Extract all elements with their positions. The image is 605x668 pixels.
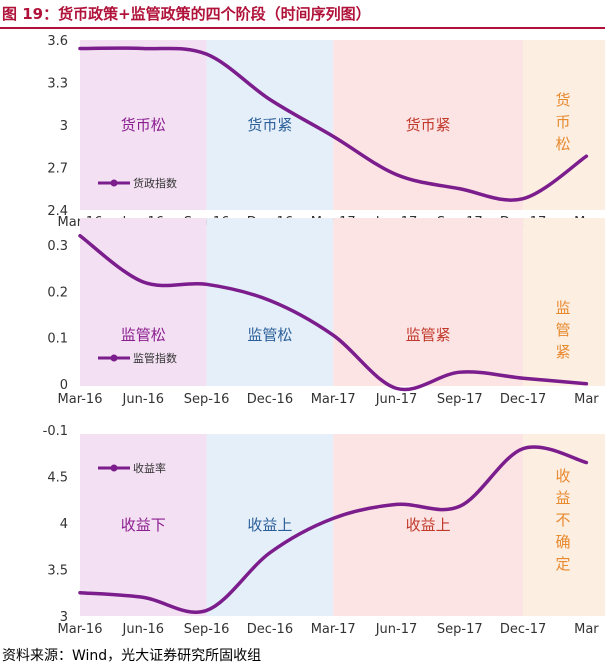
y-tick-label: 3 [60,610,68,625]
data-point [395,386,399,390]
phase-label-1: 货币松 [121,116,166,134]
data-point [584,382,588,386]
y-tick-label: 3.5 [47,564,68,579]
x-tick-label: Sep-17 [437,392,483,407]
legend-marker [110,179,118,187]
phase-band-4 [523,434,605,616]
phase-label-3: 收益上 [406,516,451,534]
data-point [268,98,272,102]
x-tick-label: Sep-16 [184,622,230,637]
y-tick-label: 3 [60,119,68,134]
x-tick-label: Mar-16 [58,622,103,637]
y-tick-label: 2.7 [47,162,68,177]
x-tick-label: Dec-17 [500,622,546,637]
phase-band-4 [523,218,605,386]
data-point [205,608,209,612]
y-tick-label: 0.2 [47,285,68,300]
series-line [78,46,589,202]
phase-label-4: 监管紧 [555,299,570,361]
panel-3: 收益下 收益上 收益上 收益不确定 3 3.5 4 4.5 Mar-16 Jun-16 Sep-16… [47,434,605,637]
data-point [584,461,588,465]
phase-label-1: 收益下 [121,516,166,534]
phase-band-3 [333,434,524,616]
data-point [141,47,145,51]
phase-band-3 [333,218,524,386]
y-tick-label: 4.5 [47,471,68,486]
x-tick-label: Sep-17 [437,622,483,637]
y-tick-label: 0.3 [47,239,68,254]
y-tick-label: 0.1 [47,332,68,347]
data-point [78,47,82,51]
legend-label: 货政指数 [133,176,177,190]
x-tick-label: Mar [574,622,599,637]
source-note: 资料来源：Wind，光大证券研究所固收组 [2,648,262,664]
x-tick-label: Jun-17 [375,622,418,637]
x-tick-label: Mar-16 [58,392,103,407]
data-point [458,370,462,374]
data-point [521,376,525,380]
panel-1: 货币松货币紧货币紧货币松2.42.733.33.6Mar-16Jun-16Sep… [47,34,605,230]
y-tick-label: 3.6 [47,34,68,49]
series-line [78,445,589,614]
x-tick-label: Mar [574,392,599,407]
phase-label-2: 货币紧 [247,116,292,134]
phase-label-3: 货币紧 [406,116,451,134]
phase-label-2: 监管松 [247,326,292,344]
legend-marker [110,354,118,362]
y-tick-label: 4 [60,517,68,532]
data-point [331,516,335,520]
x-tick-label: Jun-17 [375,392,418,407]
x-tick-label: Mar-17 [311,622,356,637]
policy-phase-chart: 货币松 货币紧 货币紧 货币松 2.4 2.7 3 3.3 3.6 Mar-16 Jun-16 Sep… [43,34,605,637]
phase-label-4: 货币松 [555,91,570,153]
y-tick-label: 3.3 [47,77,68,92]
x-tick-label: Dec-17 [500,392,546,407]
data-point [141,280,145,284]
phase-band-2 [206,434,334,616]
phase-band-1 [80,434,207,616]
panel-2: 监管松 监管松 监管紧 监管紧 -0.1 0 0.1 0.2 0.3 Mar-16 Jun-16 Se… [43,218,605,439]
figure-title: 图 19：货币政策+监管政策的四个阶段（时间序列图） [2,5,371,23]
y-tick-label: 0 [60,378,68,393]
x-tick-label: Jun-16 [122,392,165,407]
data-point [205,282,209,286]
data-point [78,591,82,595]
series-line [78,234,589,392]
data-point [331,134,335,138]
phase-label-4: 收益不确定 [555,467,570,573]
x-tick-label: Jun-16 [122,622,165,637]
phase-label-1: 监管松 [121,326,166,344]
data-point [268,551,272,555]
data-point [458,187,462,191]
phase-band-4 [523,40,605,210]
x-tick-label: Sep-16 [184,392,230,407]
title-rule [0,27,605,29]
data-point [78,234,82,238]
data-point [458,504,462,508]
data-point [521,197,525,201]
legend-marker [110,464,118,472]
phase-label-3: 监管紧 [406,326,451,344]
x-tick-label: Dec-16 [247,392,293,407]
legend-label: 监管指数 [133,351,177,365]
data-point [395,502,399,506]
y-tick-label: 2.4 [47,204,68,219]
data-point [521,447,525,451]
x-tick-label: Dec-16 [247,622,293,637]
data-point [395,173,399,177]
data-point [141,595,145,599]
data-point [584,154,588,158]
legend-label: 收益率 [133,461,166,475]
data-point [205,52,209,56]
x-tick-label: Mar-17 [311,392,356,407]
phase-label-2: 收益上 [247,516,292,534]
data-point [331,333,335,337]
data-point [268,299,272,303]
y-tick-label: -0.1 [43,424,68,439]
